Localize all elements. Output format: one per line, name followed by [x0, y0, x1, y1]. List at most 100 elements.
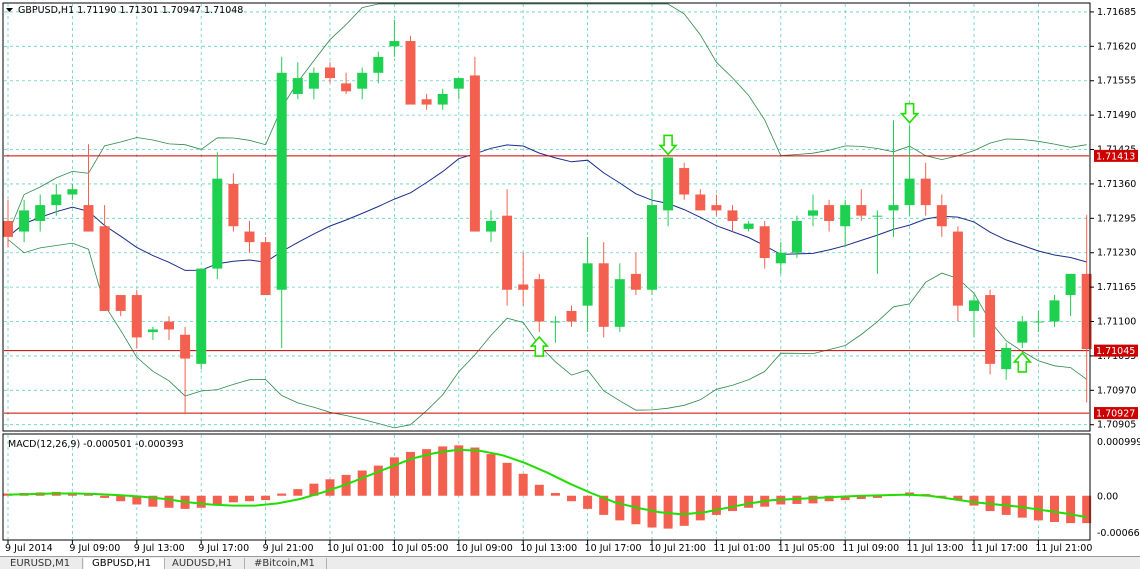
chart-area: 1.716851.716201.715551.714901.714251.713…	[2, 2, 1140, 554]
candle-body	[856, 205, 867, 216]
macd-bar	[502, 462, 512, 496]
macd-bar	[148, 495, 158, 507]
candle-body	[936, 205, 947, 227]
macd-bar	[872, 495, 882, 498]
price-tag-label: 1.71413	[1096, 151, 1135, 162]
macd-bar	[245, 495, 254, 502]
candle-body	[598, 263, 609, 327]
macd-bar	[470, 447, 480, 496]
candlestick-series[interactable]	[3, 19, 1092, 415]
candle-body	[647, 205, 657, 290]
candle-body	[518, 284, 529, 290]
tab-gbpusd-h1[interactable]: GBPUSD,H1	[84, 558, 165, 569]
macd-bar	[534, 484, 544, 496]
candle-body	[389, 41, 400, 47]
candle-body	[308, 72, 319, 89]
candle-body	[35, 205, 46, 221]
candle-body	[1017, 321, 1028, 343]
candle-body	[534, 279, 545, 322]
time-axis-label: 9 Jul 17:00	[198, 543, 249, 554]
candle-body	[904, 178, 915, 206]
tab-eurusd-m1[interactable]: EURUSD,M1	[2, 558, 83, 569]
candle-body	[437, 93, 448, 105]
price-axis-label: 1.70970	[1097, 385, 1136, 396]
candle-body	[872, 215, 883, 217]
macd-bar	[357, 470, 367, 496]
candle-body	[131, 295, 142, 338]
time-axis-label: 10 Jul 09:00	[456, 543, 513, 554]
macd-bar	[84, 494, 93, 496]
candle-body	[582, 263, 593, 306]
candle-body	[550, 321, 561, 323]
tab-bitcoin-m1[interactable]: #Bitcoin,M1	[246, 558, 327, 569]
upper-band	[7, 3, 1087, 235]
macd-bar	[840, 495, 850, 501]
candle-body	[808, 210, 818, 216]
macd-bar	[406, 451, 415, 496]
macd-axis-label: 0.000999	[1097, 437, 1140, 448]
candle-body	[695, 194, 706, 211]
candle-body	[969, 300, 979, 311]
price-tag	[1094, 149, 1138, 162]
macd-bar	[164, 495, 174, 508]
price-tag	[1094, 407, 1138, 420]
price-axis-label: 1.71360	[1097, 179, 1136, 190]
time-axis-label: 11 Jul 21:00	[1035, 543, 1092, 554]
signal-arrows	[529, 102, 1033, 373]
candle-body	[276, 72, 287, 290]
time-axis-label: 10 Jul 13:00	[520, 543, 577, 554]
macd-bar	[1033, 495, 1043, 521]
buy-arrow-icon	[1012, 351, 1033, 373]
macd-signal-line	[7, 448, 1087, 519]
time-axis-label: 11 Jul 13:00	[907, 543, 964, 554]
macd-bar	[116, 495, 126, 502]
price-axis-label: 1.70905	[1097, 420, 1136, 431]
macd-bar	[422, 449, 432, 496]
symbol-header: GBPUSD,H1 1.71190 1.71301 1.70947 1.7104…	[18, 5, 243, 16]
candle-body	[1033, 321, 1044, 323]
macd-bar	[261, 495, 271, 501]
candle-body	[566, 310, 577, 322]
price-tag-label: 1.71045	[1096, 346, 1135, 357]
candle-body	[791, 220, 802, 253]
macd-bar	[293, 489, 303, 496]
candle-body	[83, 205, 94, 232]
candle-body	[1065, 273, 1076, 296]
macd-panel-frame	[2, 433, 1091, 541]
candle-body	[99, 226, 110, 311]
macd-bar	[1082, 495, 1092, 524]
candle-body	[421, 99, 432, 105]
candle-body	[325, 67, 335, 79]
macd-bar	[486, 454, 496, 496]
macd-bar	[695, 495, 705, 521]
time-axis-label: 9 Jul 2014	[5, 543, 53, 554]
candle-body	[115, 295, 126, 311]
candle-body	[759, 226, 770, 259]
macd-bar	[1050, 495, 1059, 523]
macd-bar	[454, 445, 464, 496]
candle-body	[920, 178, 931, 206]
macd-bar	[3, 493, 13, 496]
macd-bar	[100, 495, 110, 498]
tab-audusd-h1[interactable]: AUDUSD,H1	[164, 558, 245, 569]
time-axis-label: 11 Jul 05:00	[778, 543, 835, 554]
macd-bar	[711, 495, 721, 515]
time-axis-label: 10 Jul 01:00	[327, 543, 384, 554]
macd-bar	[567, 495, 576, 502]
macd-bar	[309, 483, 319, 496]
macd-bar	[518, 473, 528, 496]
lower-band	[7, 239, 1087, 429]
macd-bar	[679, 495, 689, 526]
macd-bar	[325, 479, 335, 496]
candle-body	[373, 56, 384, 73]
time-axis-label: 10 Jul 21:00	[649, 543, 706, 554]
candle-body	[292, 78, 303, 94]
macd-bar	[1066, 495, 1076, 524]
macd-bar	[373, 465, 383, 496]
candle-body	[1001, 347, 1012, 370]
macd-bar	[824, 495, 834, 502]
macd-panel	[3, 445, 1092, 529]
dropdown-triangle-icon[interactable]	[6, 8, 13, 12]
price-axis-label: 1.71230	[1097, 248, 1136, 259]
price-axis-label: 1.71490	[1097, 110, 1136, 121]
